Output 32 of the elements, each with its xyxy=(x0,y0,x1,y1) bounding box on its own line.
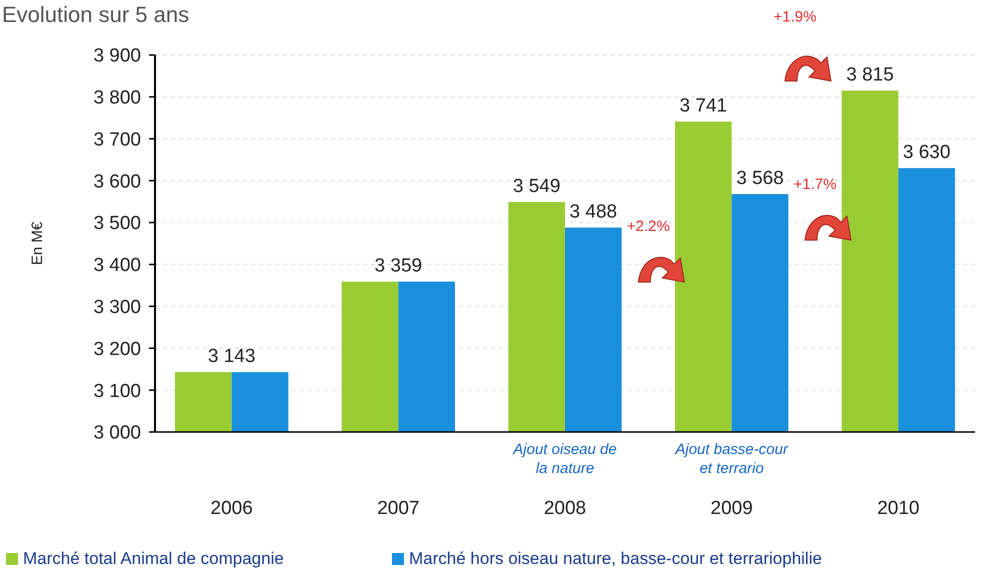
y-tick-label: 3 200 xyxy=(93,338,141,360)
annotation: +1.7% xyxy=(794,176,836,194)
text: Ajout basse-cour et terrario xyxy=(674,441,789,477)
x-tick-label: 2006 xyxy=(210,498,253,519)
y-axis-title: En M€ xyxy=(29,221,46,266)
y-tick-label: 3 600 xyxy=(93,171,141,192)
data-label: 3 488 xyxy=(570,202,618,223)
x-tick-label: 2007 xyxy=(377,498,420,519)
y-tick-label: 3 900 xyxy=(93,46,141,67)
text: Ajout oiseau de la nature xyxy=(512,441,617,477)
y-tick-label: 3 000 xyxy=(93,422,141,444)
legend-label: Marché hors oiseau nature, basse-cour et terrariophilie xyxy=(409,549,822,568)
y-tick-label: 3 100 xyxy=(93,380,141,402)
data-label: 3 568 xyxy=(736,168,784,190)
text: +1.9% xyxy=(774,8,816,26)
annotation: +2.2% xyxy=(626,218,670,235)
data-label: 3 630 xyxy=(902,142,950,164)
legend-label: Marché total Animal de compagnie xyxy=(23,549,284,568)
y-tick-label: 3 400 xyxy=(93,255,141,276)
y-tick-label: 3 300 xyxy=(93,296,141,318)
data-label: 3 359 xyxy=(374,256,422,277)
x-tick-label: 2009 xyxy=(710,498,753,519)
chart-title: Evolution sur 5 ans xyxy=(2,2,190,27)
x-tick-label: 2010 xyxy=(877,498,920,519)
data-label: 3 143 xyxy=(208,346,256,368)
data-label: 3 815 xyxy=(846,64,894,86)
data-label: 3 741 xyxy=(680,96,728,117)
x-tick-label: 2008 xyxy=(544,498,586,519)
data-label: 3 549 xyxy=(512,176,560,198)
y-tick-label: 3 500 xyxy=(93,213,141,234)
y-tick-label: 3 700 xyxy=(93,129,141,150)
y-tick-label: 3 800 xyxy=(93,88,141,109)
